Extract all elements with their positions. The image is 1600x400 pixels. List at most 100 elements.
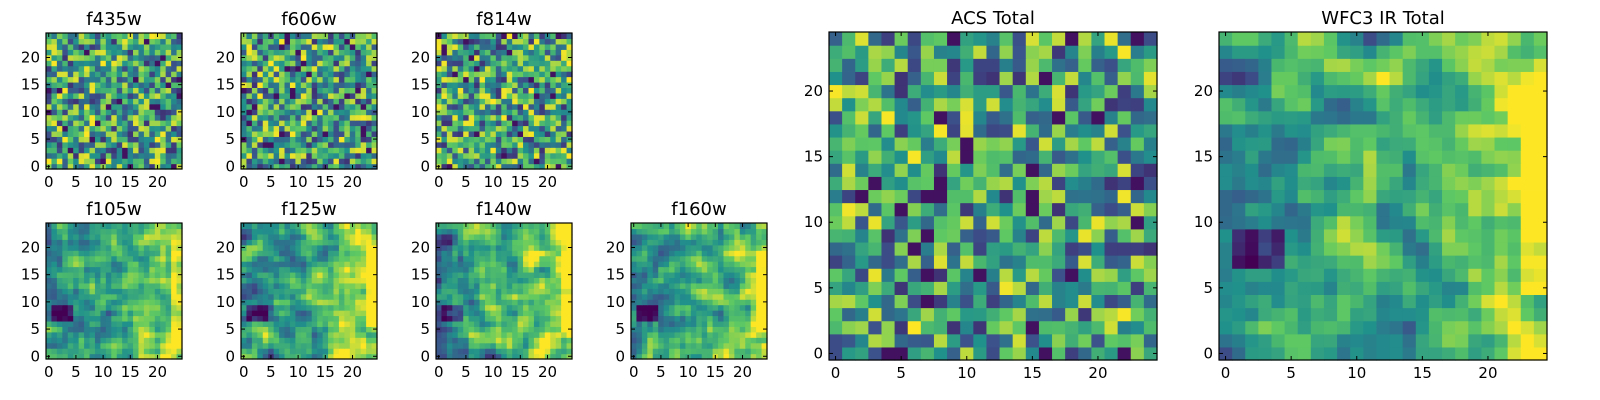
heatmap-cell <box>947 320 961 335</box>
heatmap-cell <box>73 114 80 121</box>
heatmap-cell <box>718 331 725 338</box>
heatmap-cell <box>300 331 307 338</box>
heatmap-cell <box>561 315 568 322</box>
heatmap-cell <box>349 152 356 159</box>
heatmap-cell <box>512 141 519 148</box>
heatmap-cell <box>696 353 703 360</box>
heatmap-cell <box>561 331 568 338</box>
heatmap-cell <box>317 76 324 83</box>
heatmap-cell <box>111 261 118 268</box>
heatmap-cell <box>295 299 302 306</box>
heatmap-cell <box>73 266 80 273</box>
heatmap-cell <box>933 320 948 335</box>
heatmap-cell <box>501 81 508 88</box>
heatmap-cell <box>100 277 107 284</box>
heatmap-cell <box>761 320 768 327</box>
heatmap-cell <box>133 239 140 246</box>
heatmap-cell <box>446 342 453 349</box>
heatmap-cell <box>523 120 530 127</box>
heatmap-cell <box>501 293 508 300</box>
heatmap-cell <box>371 141 378 148</box>
heatmap-cell <box>501 147 508 154</box>
heatmap-cell <box>463 92 470 99</box>
heatmap-cell <box>344 130 351 137</box>
heatmap-cell <box>669 233 676 240</box>
heatmap-cell <box>127 141 134 148</box>
heatmap-cell <box>311 76 318 83</box>
heatmap-cell <box>154 282 161 289</box>
heatmap-cell <box>544 326 551 333</box>
heatmap-cell <box>262 337 269 344</box>
heatmap-cell <box>696 331 703 338</box>
heatmap-cell <box>446 228 453 235</box>
heatmap-cell <box>701 239 708 246</box>
heatmap-cell <box>127 282 134 289</box>
heatmap-cell <box>51 244 58 251</box>
heatmap-cell <box>73 147 80 154</box>
heatmap-cell <box>56 163 63 170</box>
heatmap-cell <box>745 342 752 349</box>
heatmap-cell <box>322 152 329 159</box>
heatmap-cell <box>317 348 324 355</box>
heatmap-cell <box>484 114 491 121</box>
heatmap-cell <box>756 250 763 257</box>
heatmap-cell <box>366 310 373 317</box>
heatmap-cell <box>506 163 513 170</box>
heatmap-cell <box>300 244 307 251</box>
heatmap-cell <box>474 282 481 289</box>
heatmap-cell <box>1091 176 1106 191</box>
heatmap-cell <box>133 255 140 262</box>
heatmap-cell <box>679 299 686 306</box>
heatmap-cell <box>544 288 551 295</box>
heatmap-cell <box>528 255 535 262</box>
heatmap-cell <box>495 342 502 349</box>
heatmap-cell <box>246 261 253 268</box>
heatmap-cell <box>452 250 459 257</box>
heatmap-cell <box>78 81 85 88</box>
heatmap-cell <box>544 54 551 61</box>
heatmap-cell <box>333 43 340 50</box>
heatmap-cell <box>652 310 659 317</box>
heatmap-cell <box>273 71 280 78</box>
heatmap-cell <box>311 81 318 88</box>
heatmap-cell <box>262 223 269 230</box>
heatmap-cell <box>495 228 502 235</box>
heatmap-cell <box>284 326 291 333</box>
heatmap-cell <box>457 54 464 61</box>
heatmap-cell <box>366 130 373 137</box>
heatmap-cell <box>561 163 568 170</box>
heatmap-cell <box>734 342 741 349</box>
heatmap-cell <box>289 244 296 251</box>
heatmap-cell <box>306 228 313 235</box>
heatmap-cell <box>143 136 150 143</box>
heatmap-cell <box>718 271 725 278</box>
heatmap-cell <box>62 33 69 40</box>
heatmap-cell <box>73 49 80 56</box>
heatmap-cell <box>300 33 307 40</box>
heatmap-cell <box>338 288 345 295</box>
heatmap-cell <box>528 337 535 344</box>
heatmap-cell <box>550 288 557 295</box>
heatmap-cell <box>94 244 101 251</box>
heatmap-cell <box>528 282 535 289</box>
heatmap-cell <box>149 320 156 327</box>
heatmap-cell <box>333 81 340 88</box>
heatmap-cell <box>105 271 112 278</box>
heatmap-cell <box>111 141 118 148</box>
heatmap-cell <box>78 158 85 165</box>
heatmap-cell <box>641 288 648 295</box>
heatmap-cell <box>933 176 948 191</box>
heatmap-cell <box>149 293 156 300</box>
heatmap-cell <box>78 130 85 137</box>
heatmap-cell <box>284 288 291 295</box>
heatmap-cell <box>262 250 269 257</box>
heatmap-cell <box>284 293 291 300</box>
x-tick-label: 10 <box>94 363 113 381</box>
heatmap-cell <box>528 342 535 349</box>
heatmap-cell <box>474 271 481 278</box>
heatmap-cell <box>317 71 324 78</box>
heatmap-cell <box>127 293 134 300</box>
heatmap-cell <box>84 33 91 40</box>
heatmap-cell <box>647 315 654 322</box>
heatmap-cell <box>160 299 167 306</box>
